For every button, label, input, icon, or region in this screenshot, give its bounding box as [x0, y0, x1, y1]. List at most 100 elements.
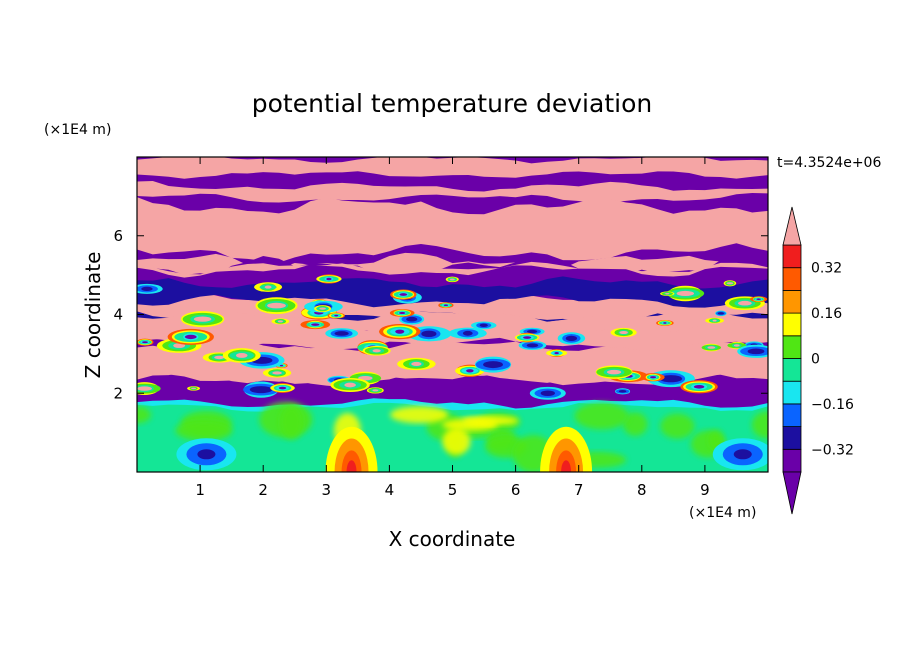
x-tick-label: 8: [637, 481, 647, 499]
x-tick-label: 9: [700, 481, 710, 499]
lower-swirl: [622, 412, 648, 436]
mixed-cell: [142, 341, 149, 344]
mixed-cell: [421, 330, 437, 338]
mixed-cell: [395, 329, 405, 334]
mixed-cell: [406, 316, 418, 322]
mixed-cell: [738, 300, 752, 306]
lower-swirl: [175, 419, 233, 441]
mixed-cell: [272, 371, 282, 375]
colorbar-swatch: [782, 426, 802, 450]
x-axis: 1 2 3 4 5 6 7 8 9: [195, 157, 710, 499]
cool-cell: [197, 449, 216, 460]
mixed-cell: [249, 386, 273, 394]
mixed-cell: [264, 285, 272, 289]
colorbar-tick-label: 0: [811, 352, 820, 368]
mixed-cell: [607, 369, 622, 375]
mixed-cell: [278, 386, 287, 390]
mixed-cell: [466, 369, 474, 373]
y-axis: 2 4 6: [113, 227, 768, 402]
colorbar-swatch: [782, 403, 802, 427]
mixed-cell: [676, 290, 695, 297]
mixed-cell: [267, 302, 286, 309]
colorbar-swatch: [782, 335, 802, 359]
x-tick-label: 2: [258, 481, 268, 499]
x-tick-label: 5: [448, 481, 458, 499]
mixed-cell: [193, 316, 212, 322]
mixed-cell: [279, 364, 284, 367]
mixed-cell: [334, 314, 339, 317]
mixed-cell: [311, 323, 320, 326]
chart-title: potential temperature deviation: [252, 89, 652, 118]
colorbar-tick-label: 0.16: [811, 306, 842, 322]
mixed-cell: [399, 293, 408, 296]
mixed-cell: [619, 330, 628, 335]
upper-band: [137, 197, 768, 263]
colorbar-swatch: [782, 267, 802, 291]
colorbar: 0.32 0.16 0 −0.16 −0.32: [782, 206, 854, 515]
mixed-cell: [717, 312, 724, 315]
y-axis-unit: (×1E4 m): [44, 122, 111, 138]
mixed-cell: [707, 346, 716, 349]
colorbar-swatch: [782, 312, 802, 337]
colorbar-swatch: [782, 380, 802, 405]
warm-plume: [561, 460, 572, 472]
colorbar-swatch: [782, 358, 802, 382]
mixed-cell: [712, 319, 717, 322]
mixed-cell: [137, 386, 152, 391]
mixed-cell: [277, 320, 283, 323]
mixed-cell: [526, 343, 539, 348]
mixed-cell: [665, 292, 670, 295]
x-tick-label: 1: [195, 481, 205, 499]
lower-swirl: [390, 406, 449, 424]
colorbar-over-arrow: [782, 206, 802, 246]
mixed-cell: [372, 349, 381, 353]
mixed-cell: [173, 343, 186, 349]
lower-swirl: [442, 418, 499, 432]
upper-band: [137, 181, 768, 204]
y-axis-label: Z coordinate: [81, 252, 105, 379]
cool-cell: [733, 449, 752, 460]
mixed-cell: [649, 376, 657, 379]
x-axis-label: X coordinate: [389, 527, 516, 551]
lower-swirl: [574, 402, 629, 430]
mixed-cell: [618, 390, 627, 393]
mixed-cell: [659, 375, 683, 383]
mixed-cell: [326, 277, 332, 281]
time-label: t=4.3524e+06: [777, 155, 881, 171]
mixed-cell: [663, 322, 667, 324]
lower-swirl: [751, 411, 768, 439]
y-tick-label: 2: [113, 384, 123, 402]
mixed-cell: [358, 375, 373, 381]
mixed-cell: [756, 298, 761, 300]
lower-swirl: [279, 404, 304, 440]
colorbar-under-arrow: [782, 471, 802, 515]
colorbar-swatch: [782, 289, 802, 314]
mixed-cell: [214, 355, 225, 360]
mixed-cell: [411, 361, 422, 367]
mixed-cell: [693, 384, 705, 389]
x-tick-label: 6: [511, 481, 521, 499]
mixed-cell: [141, 286, 153, 292]
lower-swirl: [442, 428, 471, 455]
mixed-cell: [523, 336, 532, 339]
mixed-cell: [372, 389, 379, 392]
warm-plume: [346, 460, 357, 472]
mixed-cell: [565, 335, 578, 341]
contour-field: [137, 157, 768, 472]
colorbar-tick-label: −0.16: [811, 397, 854, 413]
mixed-cell: [235, 353, 248, 358]
x-tick-label: 7: [574, 481, 584, 499]
y-tick-label: 4: [113, 306, 123, 324]
y-tick-label: 6: [113, 227, 123, 245]
mixed-cell: [733, 344, 740, 347]
upper-band: [137, 157, 768, 179]
colorbar-tick-label: 0.32: [811, 261, 842, 277]
mixed-streak: [137, 276, 768, 308]
x-tick-label: 4: [385, 481, 395, 499]
mixed-cell: [319, 307, 326, 310]
mixed-cell: [479, 323, 488, 328]
lower-swirl: [660, 413, 695, 439]
mixed-cell: [462, 330, 473, 336]
x-tick-label: 3: [322, 481, 332, 499]
